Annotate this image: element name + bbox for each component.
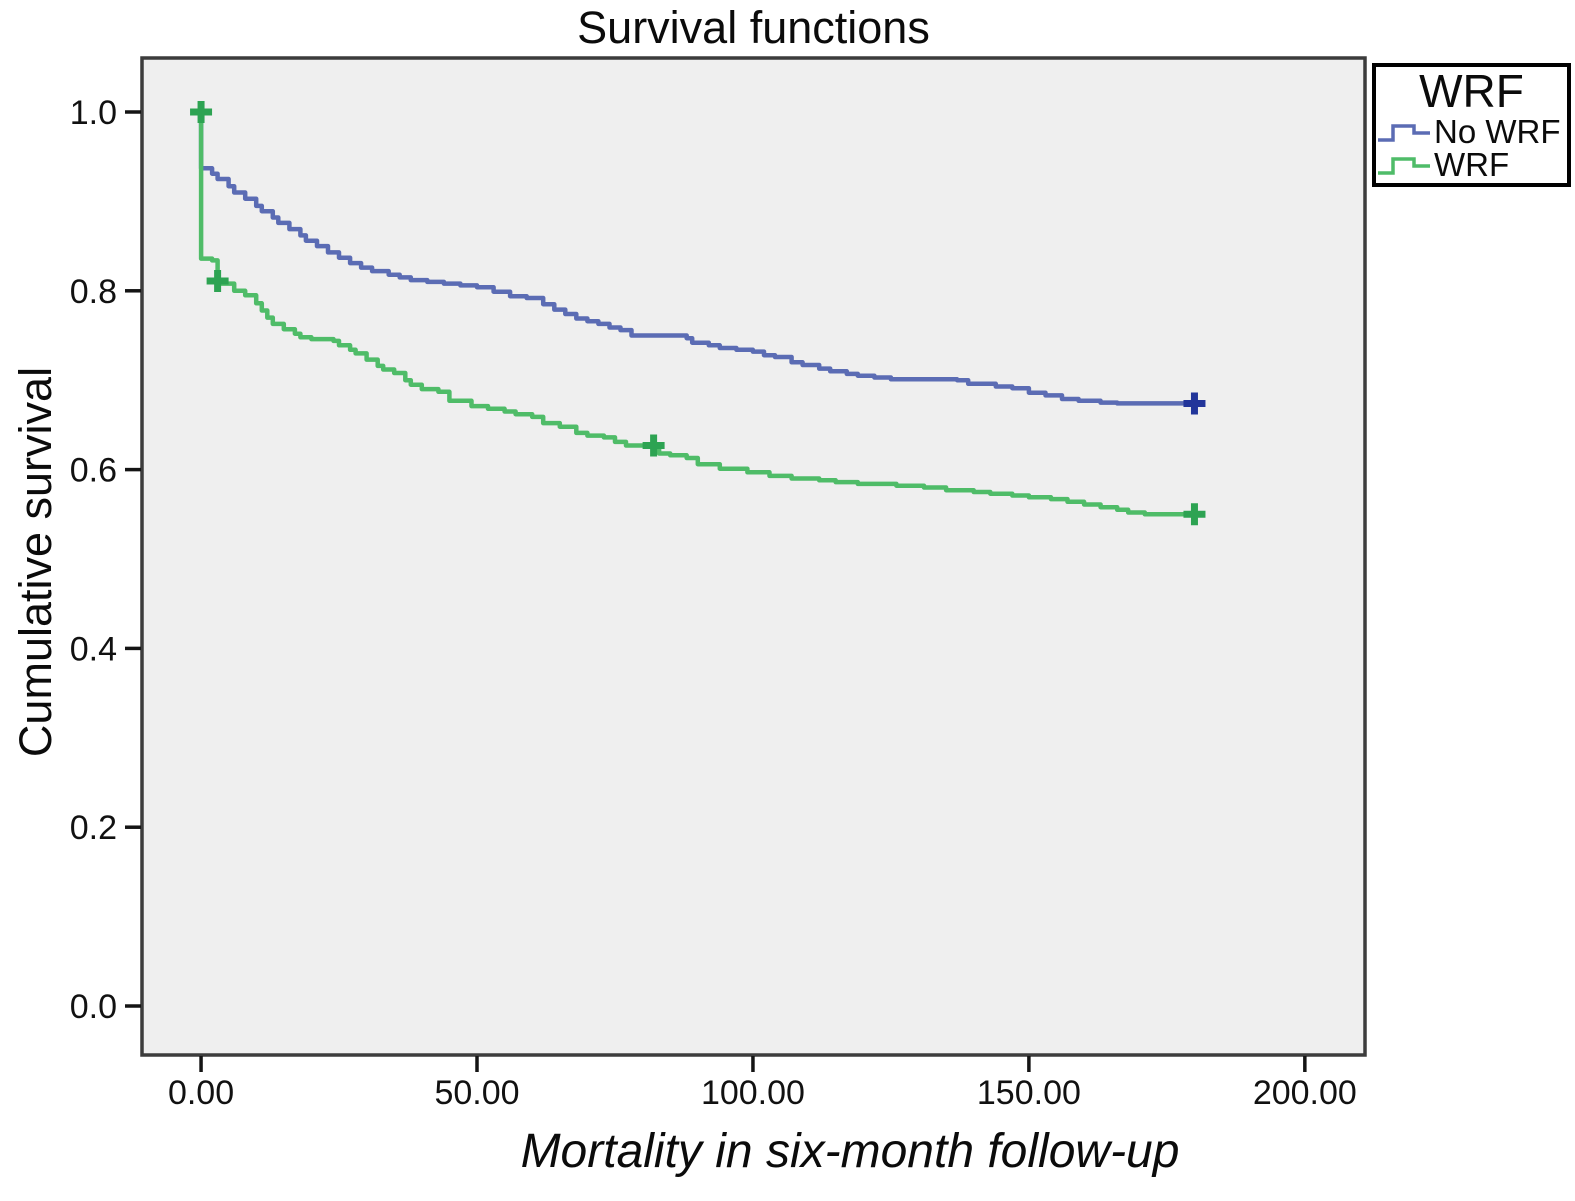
legend-item-wrf: WRF [1376, 148, 1567, 181]
survival-curve-no-wrf [198, 112, 1195, 406]
y-tick-label-5: 1.0 [70, 94, 117, 132]
x-tick-label-3: 150.00 [977, 1074, 1081, 1112]
censor-mark-wrf [642, 434, 665, 457]
legend-item-no-wrf: No WRF [1376, 115, 1567, 148]
legend-title: WRF [1419, 65, 1524, 117]
x-axis-title: Mortality in six-month follow-up [520, 1125, 1180, 1178]
censor-mark-wrf [1183, 503, 1206, 526]
no-wrf-step-line-swatch [1378, 123, 1430, 142]
x-tick-label-0: 0.00 [168, 1074, 234, 1112]
y-tick-label-4: 0.8 [70, 273, 117, 311]
x-tick-label-2: 100.00 [701, 1074, 805, 1112]
x-tick-label-4: 200.00 [1253, 1074, 1357, 1112]
legend-label-no-wrf: No WRF [1434, 113, 1561, 150]
legend: WRF No WRF WRF [1372, 63, 1571, 187]
y-tick-label-3: 0.6 [70, 452, 117, 490]
censor-mark-wrf [206, 269, 229, 292]
chart-title: Survival functions [577, 2, 930, 53]
x-tick-label-1: 50.00 [434, 1074, 519, 1112]
y-tick-label-0: 0.0 [70, 988, 117, 1026]
legend-label-wrf: WRF [1434, 146, 1510, 183]
survival-curve-wrf [198, 112, 1195, 517]
plot-area [140, 56, 1367, 1057]
censor-mark-wrf [190, 100, 213, 123]
wrf-step-line-swatch [1378, 156, 1430, 175]
y-tick-label-1: 0.2 [70, 809, 117, 847]
y-tick-label-2: 0.4 [70, 630, 117, 668]
censor-mark-no-wrf [1183, 392, 1206, 415]
